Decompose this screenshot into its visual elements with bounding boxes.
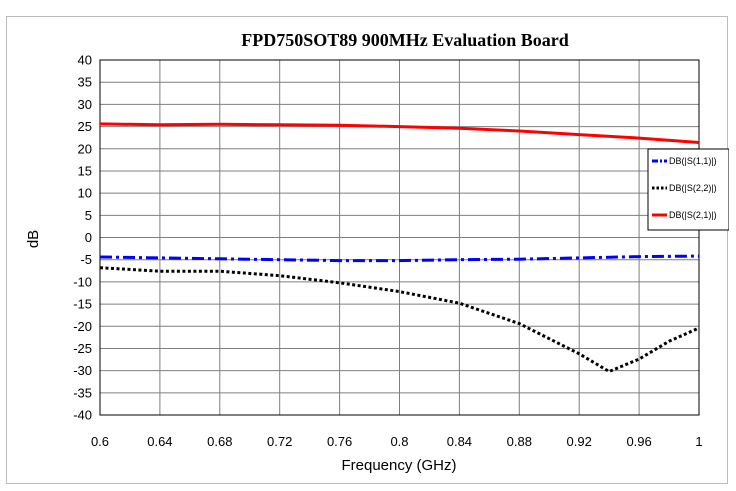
legend-label: DB(|S(1,1)|) bbox=[669, 156, 717, 166]
series-group bbox=[99, 122, 700, 373]
y-tick-label: -20 bbox=[73, 319, 92, 334]
x-tick-label: 0.72 bbox=[267, 434, 292, 449]
y-tick-label: 25 bbox=[78, 119, 92, 134]
y-tick-label: 0 bbox=[85, 230, 92, 245]
y-tick-labels: 40 35 30 25 20 15 10 5 0 -5 -10 -15 -20 -25 -30 -35 -40 bbox=[73, 53, 92, 423]
y-tick-label: -40 bbox=[73, 408, 92, 423]
grid bbox=[100, 60, 699, 415]
x-tick-label: 0.96 bbox=[626, 434, 651, 449]
x-tick-label: 0.92 bbox=[567, 434, 592, 449]
y-tick-label: 20 bbox=[78, 141, 92, 156]
y-tick-label: -10 bbox=[73, 274, 92, 289]
y-tick-label: -35 bbox=[73, 385, 92, 400]
legend-label: DB(|S(2,1)|) bbox=[669, 210, 717, 220]
chart-title: FPD750SOT89 900MHz Evaluation Board bbox=[241, 30, 569, 50]
series-line-1 bbox=[99, 254, 700, 263]
y-tick-label: -30 bbox=[73, 363, 92, 378]
y-tick-label: 5 bbox=[85, 208, 92, 223]
legend-label: DB(|S(2,2)|) bbox=[669, 183, 717, 193]
x-tick-labels: 0.6 0.64 0.68 0.72 0.76 0.8 0.84 0.88 0.92 0.96 1 bbox=[91, 434, 703, 449]
y-tick-label: -5 bbox=[80, 252, 92, 267]
y-tick-label: -25 bbox=[73, 341, 92, 356]
y-tick-label: 30 bbox=[78, 97, 92, 112]
y-axis-label: dB bbox=[25, 230, 42, 248]
plot-area bbox=[99, 59, 700, 416]
chart: FPD750SOT89 900MHz Evaluation Board 40 35… bbox=[25, 30, 729, 474]
y-tick-label: -15 bbox=[73, 297, 92, 312]
x-axis-label: Frequency (GHz) bbox=[341, 457, 456, 474]
y-tick-label: 40 bbox=[78, 53, 92, 68]
y-tick-label: 10 bbox=[78, 186, 92, 201]
x-tick-label: 0.88 bbox=[507, 434, 532, 449]
x-tick-label: 0.6 bbox=[91, 434, 109, 449]
x-tick-label: 1 bbox=[695, 434, 702, 449]
x-tick-label: 0.8 bbox=[390, 434, 408, 449]
x-tick-label: 0.68 bbox=[207, 434, 232, 449]
x-tick-label: 0.84 bbox=[447, 434, 472, 449]
y-tick-label: 35 bbox=[78, 75, 92, 90]
x-tick-label: 0.76 bbox=[327, 434, 352, 449]
y-tick-label: 15 bbox=[78, 163, 92, 178]
series-line-3 bbox=[99, 122, 700, 144]
legend: DB(|S(1,1)|) DB(|S(2,2)|) DB(|S(2,1)|) bbox=[647, 148, 729, 231]
x-tick-label: 0.64 bbox=[147, 434, 172, 449]
chart-frame: FPD750SOT89 900MHz Evaluation Board 40 35… bbox=[6, 16, 729, 484]
